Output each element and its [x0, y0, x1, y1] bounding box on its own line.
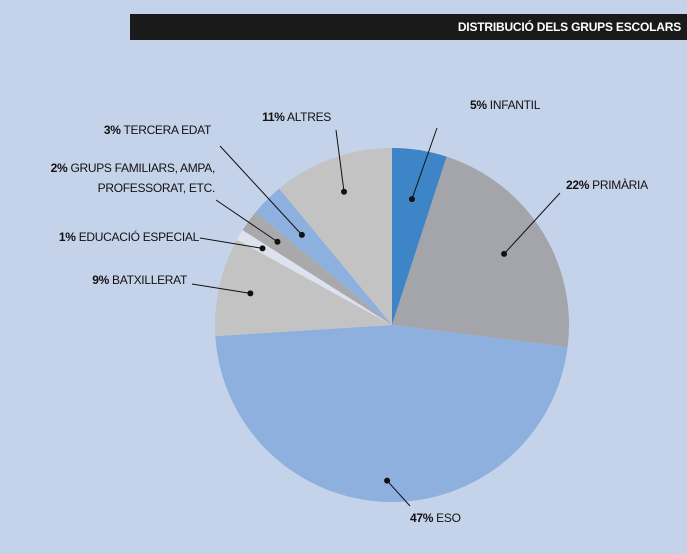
- slice-label: 1% EDUCACIÓ ESPECIAL: [59, 227, 199, 247]
- slice-label: 47% ESO: [410, 508, 461, 528]
- leader-dot: [247, 290, 254, 297]
- leader-dot: [259, 245, 266, 252]
- leader-dot: [298, 231, 305, 238]
- chart-title: DISTRIBUCIÓ DELS GRUPS ESCOLARS: [457, 20, 681, 34]
- pie-slice: [215, 325, 568, 503]
- slice-category: ESO: [436, 511, 461, 525]
- leader-dot: [501, 250, 508, 257]
- leader-dot: [341, 188, 348, 195]
- pie-slice: [392, 148, 447, 325]
- slice-label: 9% BATXILLERAT: [92, 270, 187, 290]
- slice-category: INFANTIL: [489, 98, 541, 112]
- slice-category: BATXILLERAT: [112, 273, 187, 287]
- leader-line: [386, 480, 411, 507]
- slice-label: 22% PRIMÀRIA: [566, 175, 648, 195]
- slice-value: 2%: [50, 161, 68, 175]
- slice-category: PRIMÀRIA: [592, 178, 648, 192]
- pie-slice: [215, 239, 392, 337]
- slice-value: 1%: [58, 230, 76, 244]
- slice-category: GRUPS FAMILIARS, AMPA, PROFESSORAT, ETC.: [70, 161, 215, 195]
- leader-line: [411, 127, 438, 200]
- pie-slice: [279, 148, 392, 325]
- slice-value: 47%: [410, 511, 434, 525]
- slice-value: 3%: [103, 123, 121, 137]
- slice-category: EDUCACIÓ ESPECIAL: [78, 230, 200, 244]
- pie-slice: [236, 230, 392, 325]
- slice-value: 11%: [262, 110, 285, 124]
- slice-label: 3% TERCERA EDAT: [104, 120, 211, 140]
- leader-line: [335, 129, 345, 192]
- slice-value: 5%: [470, 98, 487, 112]
- slice-label: 2% GRUPS FAMILIARS, AMPA, PROFESSORAT, E…: [35, 158, 216, 198]
- slice-value: 9%: [92, 273, 109, 287]
- leader-line: [503, 192, 561, 255]
- slice-label: 11% ALTRES: [262, 107, 331, 127]
- pie-slice: [392, 156, 569, 348]
- slice-category: TERCERA EDAT: [123, 123, 211, 137]
- slice-category: ALTRES: [287, 110, 331, 124]
- title-bar: DISTRIBUCIÓ DELS GRUPS ESCOLARS: [130, 14, 687, 40]
- slice-value: 22%: [566, 178, 590, 192]
- leader-dot: [408, 196, 415, 203]
- leader-dot: [274, 238, 281, 245]
- leader-line: [219, 145, 303, 236]
- pie-slice: [255, 188, 392, 325]
- leader-line: [199, 237, 263, 249]
- leader-line: [215, 199, 278, 243]
- slice-label: 5% INFANTIL: [470, 95, 540, 115]
- leader-dot: [384, 477, 391, 484]
- leader-line: [191, 283, 251, 294]
